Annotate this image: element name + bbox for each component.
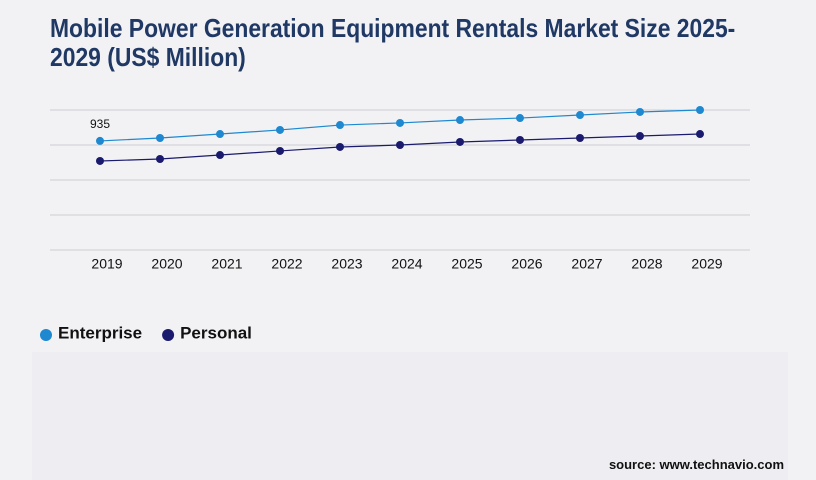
data-point — [216, 130, 224, 139]
data-point — [216, 151, 224, 160]
data-point — [96, 136, 104, 145]
chart-title: Mobile Power Generation Equipment Rental… — [50, 13, 736, 72]
x-tick-label: 2019 — [91, 256, 122, 272]
data-point — [276, 125, 284, 134]
data-label: 935 — [90, 117, 110, 131]
x-tick-label: 2025 — [451, 256, 482, 272]
legend-label: Enterprise — [58, 323, 142, 342]
background-panel — [32, 352, 788, 480]
data-point — [516, 114, 524, 123]
legend-marker — [162, 329, 175, 341]
data-point — [336, 142, 344, 151]
data-point — [456, 116, 464, 125]
data-point — [696, 106, 704, 114]
data-point — [696, 130, 704, 139]
x-tick-label: 2021 — [211, 256, 242, 272]
legend-marker — [40, 329, 52, 341]
data-point — [336, 121, 344, 130]
data-point — [96, 156, 104, 165]
x-tick-label: 2022 — [271, 256, 302, 272]
source: source: www.technavio.com — [608, 457, 784, 472]
data-point — [396, 141, 404, 149]
data-point — [276, 146, 284, 155]
x-tick-label: 2026 — [511, 256, 542, 272]
x-tick-label: 2020 — [151, 256, 182, 272]
x-tick-label: 2024 — [391, 256, 422, 272]
x-tick-label: 2027 — [571, 256, 602, 272]
x-tick-label: 2028 — [631, 256, 662, 272]
data-point — [156, 134, 164, 142]
legend-label: Personal — [180, 323, 252, 342]
data-point — [576, 111, 584, 120]
x-tick-label: 2023 — [331, 256, 362, 272]
data-point — [516, 135, 524, 144]
data-point — [156, 155, 164, 163]
data-point — [456, 137, 464, 146]
data-point — [636, 132, 644, 141]
data-point — [636, 107, 644, 116]
x-tick-label: 2029 — [691, 256, 722, 272]
data-point — [576, 134, 584, 142]
data-point — [396, 118, 404, 127]
